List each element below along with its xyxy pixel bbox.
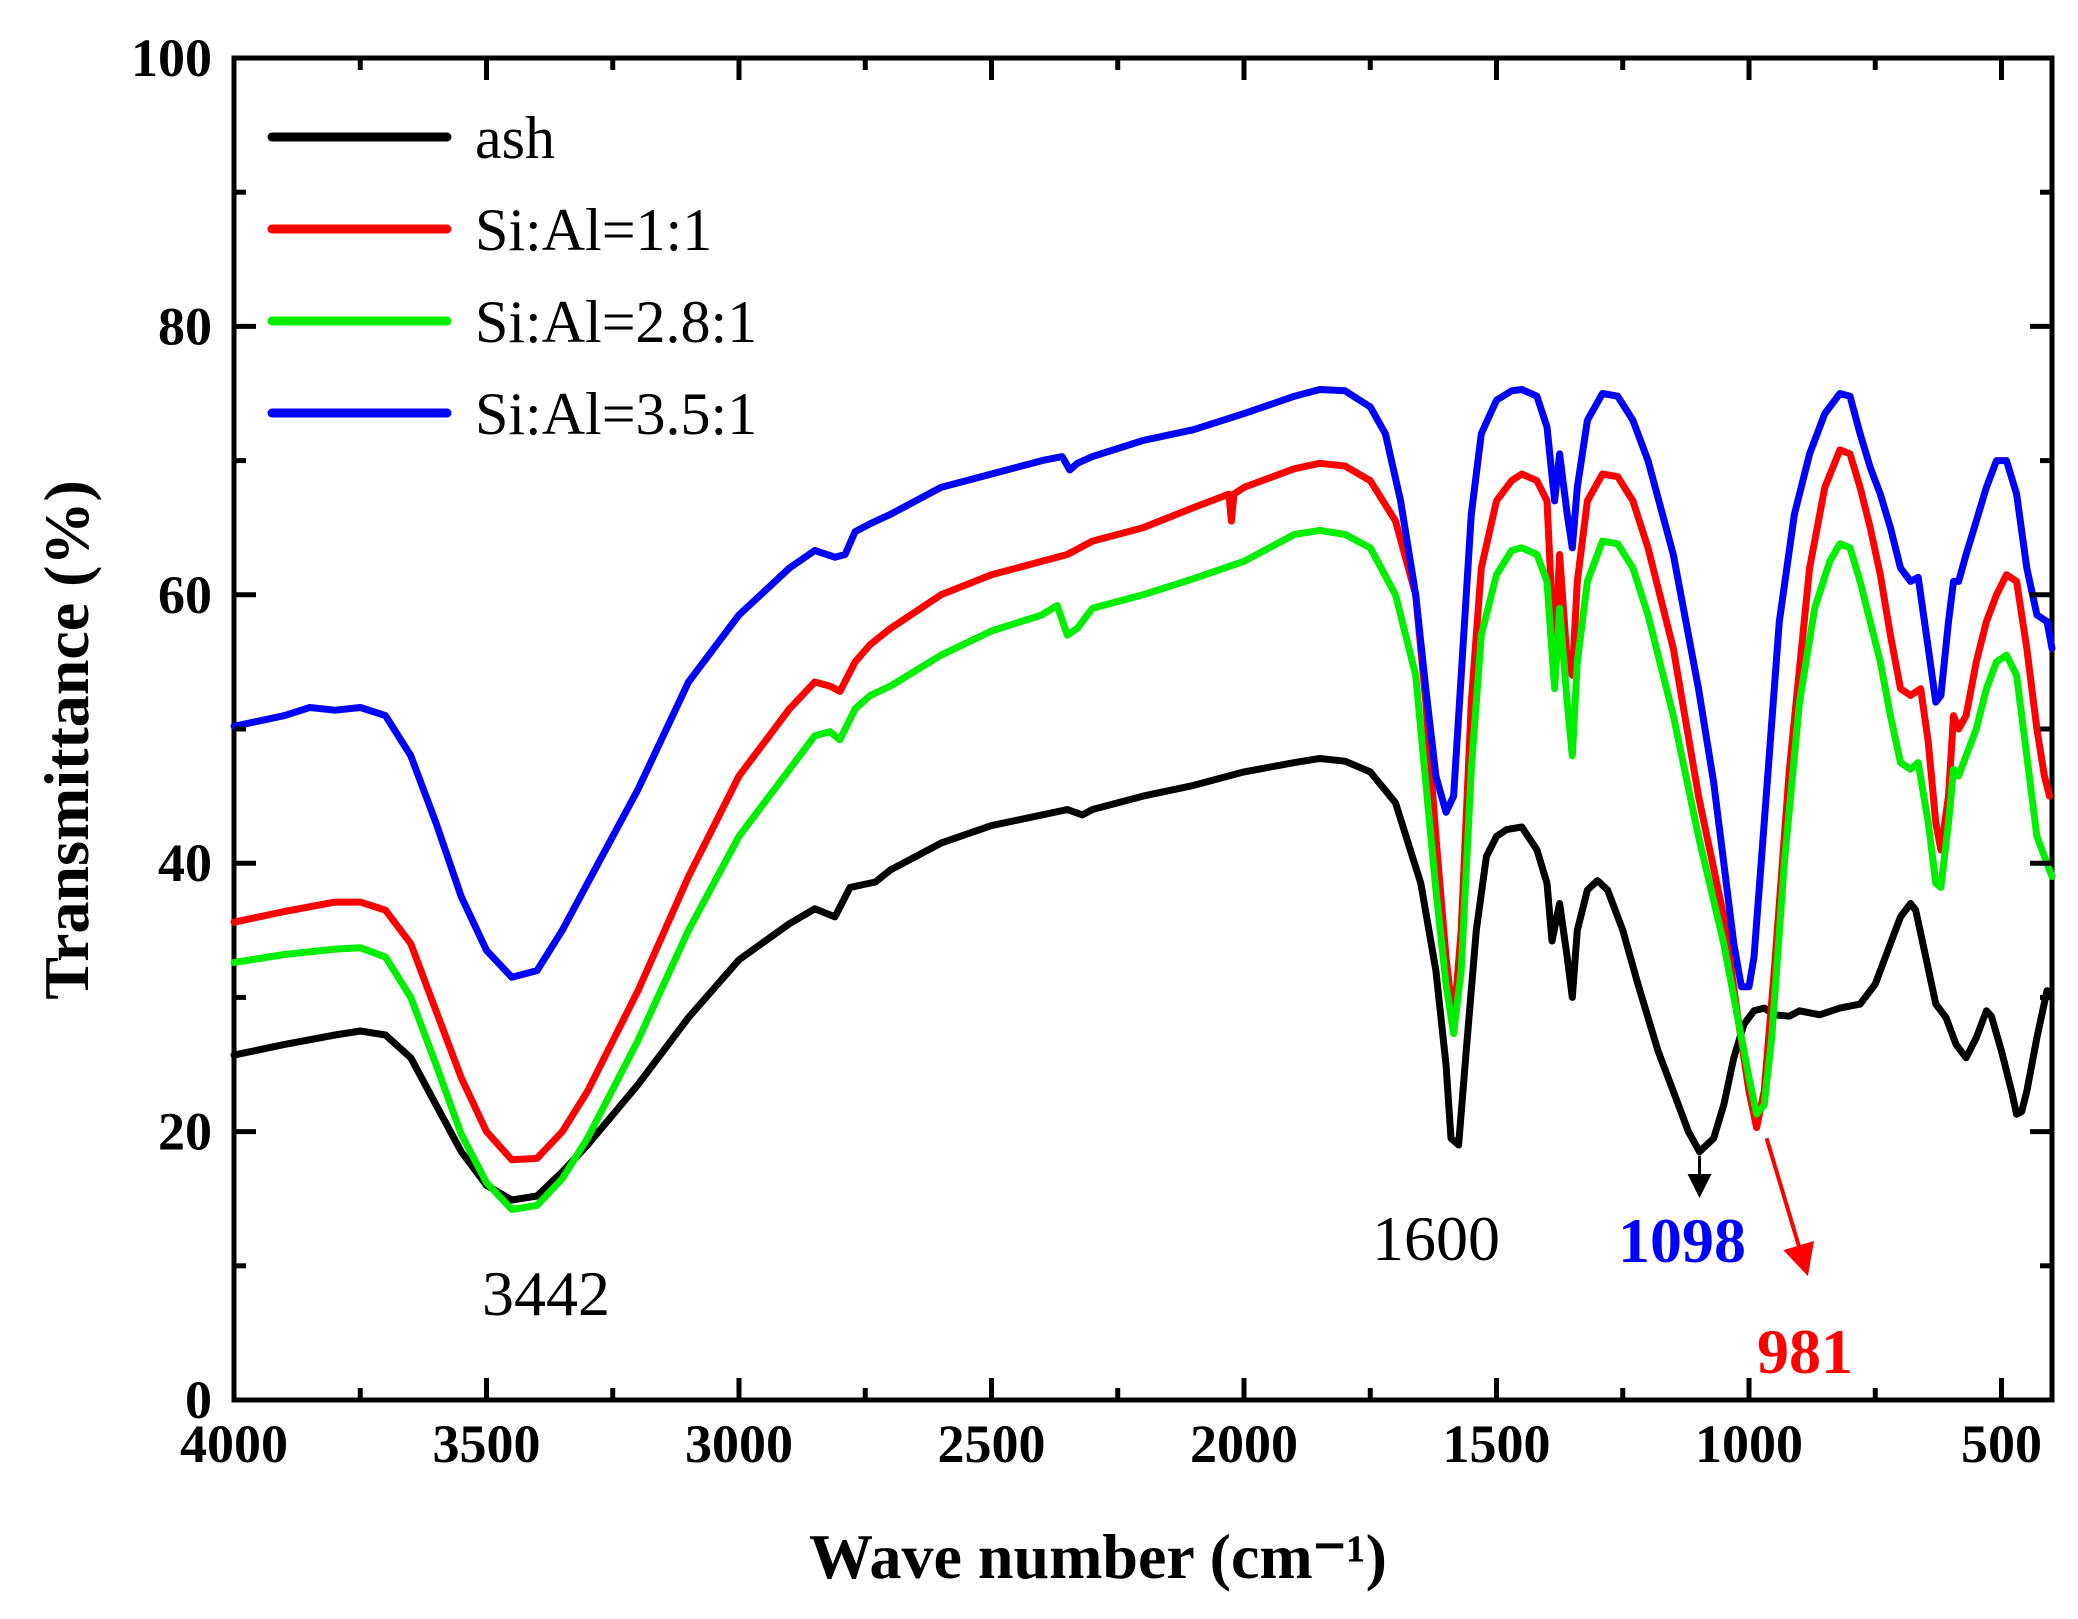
legend-label: Si:Al=1:1 <box>475 197 712 263</box>
x-tick-label: 1500 <box>1443 1414 1551 1474</box>
y-tick-label: 40 <box>158 833 212 893</box>
series-layer <box>230 386 2056 1213</box>
y-tick-label: 60 <box>158 565 212 625</box>
arrow-981 <box>1764 1137 1815 1277</box>
series-line-ash <box>230 755 2051 1204</box>
x-tick-label: 2500 <box>938 1414 1046 1474</box>
legend: ash Si:Al=1:1 Si:Al=2.8:1 Si:Al=3.5:1 <box>267 105 757 447</box>
tick-layer: 4000 3500 3000 2500 2000 1500 1000 500 0 20 40 60 80… <box>131 28 2052 1474</box>
legend-label: ash <box>475 105 555 171</box>
x-tick-label: 2000 <box>1190 1414 1298 1474</box>
x-axis-title: Wave number (cm⁻¹) <box>809 1521 1387 1592</box>
x-tick-label: 500 <box>1961 1414 2042 1474</box>
x-tick-label: 3500 <box>433 1414 541 1474</box>
y-tick-label: 0 <box>185 1370 212 1430</box>
x-tick-label: 3000 <box>685 1414 793 1474</box>
annotation-label: 3442 <box>482 1258 610 1329</box>
series-line-si-al-3-5-1 <box>230 386 2056 991</box>
annotation-label: 981 <box>1757 1316 1853 1387</box>
y-axis-title: Transmittance (%) <box>31 480 102 1000</box>
annotation-label: 1098 <box>1618 1205 1746 1276</box>
y-tick-label: 100 <box>131 28 212 88</box>
x-tick-label: 1000 <box>1695 1414 1803 1474</box>
legend-label: Si:Al=3.5:1 <box>475 381 757 447</box>
series-line-si-al-1-1 <box>230 446 2053 1164</box>
y-tick-label: 20 <box>158 1102 212 1162</box>
annotation-label: 1600 <box>1372 1203 1500 1274</box>
y-tick-label: 80 <box>158 296 212 356</box>
x-tick-label: 4000 <box>180 1414 288 1474</box>
series-line-si-al-2-8-1 <box>230 526 2056 1213</box>
legend-label: Si:Al=2.8:1 <box>475 289 757 355</box>
